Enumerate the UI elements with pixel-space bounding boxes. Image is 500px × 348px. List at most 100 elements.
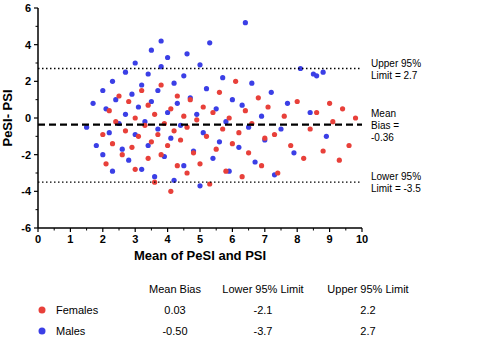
point [175, 93, 180, 98]
point [220, 126, 225, 131]
point [184, 170, 189, 175]
point [184, 51, 189, 56]
x-minor-tick [183, 228, 184, 231]
point [175, 101, 180, 106]
y-minor-tick [36, 99, 39, 100]
point [146, 103, 151, 108]
point [210, 156, 215, 161]
x-tick-label: 8 [294, 233, 300, 245]
reference-label: Lower 95% [371, 171, 421, 182]
y-minor-tick [36, 173, 39, 174]
reference-label: -0.36 [371, 132, 394, 143]
point [123, 70, 128, 75]
point [236, 130, 241, 135]
point [171, 81, 176, 86]
point [288, 143, 293, 148]
point [152, 174, 157, 179]
point [197, 161, 202, 166]
x-tick-label: 3 [132, 233, 138, 245]
point [90, 101, 95, 106]
point [133, 167, 138, 172]
point [159, 152, 164, 157]
table-header: Upper 95% Limit [327, 283, 408, 295]
point [262, 136, 267, 141]
point [321, 148, 326, 153]
reference-label: Upper 95% [371, 58, 421, 69]
x-tick-label: 2 [100, 233, 106, 245]
point [346, 143, 351, 148]
point [337, 158, 342, 163]
x-minor-tick [281, 228, 282, 231]
point [113, 119, 118, 124]
y-tick-label: 4 [25, 39, 32, 51]
point [100, 152, 105, 157]
point [256, 95, 261, 100]
x-tick [361, 228, 362, 232]
point [301, 156, 306, 161]
x-tick-label: 6 [229, 233, 235, 245]
point [269, 90, 274, 95]
point [136, 104, 141, 109]
point [110, 141, 115, 146]
point [278, 126, 283, 131]
point [110, 79, 115, 84]
point [285, 101, 290, 106]
plot-area [38, 20, 362, 194]
table-cell: -3.7 [254, 325, 273, 337]
point [314, 110, 319, 115]
point [171, 128, 176, 133]
point [201, 104, 206, 109]
point [168, 189, 173, 194]
point [295, 99, 300, 104]
point [353, 115, 358, 120]
point [259, 114, 264, 119]
point [327, 101, 332, 106]
point [246, 150, 251, 155]
point [139, 88, 144, 93]
point [155, 132, 160, 137]
point [194, 112, 199, 117]
point [181, 114, 186, 119]
table-cell: 0.03 [164, 304, 185, 316]
point [259, 163, 264, 168]
point [252, 159, 257, 164]
point [197, 62, 202, 67]
point [94, 143, 99, 148]
legend-marker [39, 328, 46, 335]
point [146, 156, 151, 161]
y-minor-tick [36, 136, 39, 137]
reference-line [38, 123, 362, 125]
y-tick [34, 191, 38, 192]
reference-label: Limit = -3.5 [371, 183, 421, 194]
point [181, 163, 186, 168]
x-tick-label: 4 [165, 233, 172, 245]
point [139, 167, 144, 172]
point [243, 20, 248, 25]
point [217, 139, 222, 144]
point [204, 86, 209, 91]
point [120, 147, 125, 152]
point [133, 60, 138, 65]
x-tick [167, 228, 168, 232]
reference-label: Limit = 2.7 [371, 70, 418, 81]
x-tick [199, 228, 200, 232]
point [100, 132, 105, 137]
y-tick-label: -4 [21, 185, 32, 197]
point [194, 117, 199, 122]
y-tick [34, 117, 38, 118]
point [129, 92, 134, 97]
point [123, 112, 128, 117]
point [100, 88, 105, 93]
x-tick-label: 9 [327, 233, 333, 245]
table-cell: -2.1 [254, 304, 273, 316]
reference-label: Bias = [371, 120, 399, 131]
point [265, 104, 270, 109]
point [191, 150, 196, 155]
point [240, 103, 245, 108]
point [168, 106, 173, 111]
x-tick [232, 228, 233, 232]
table-header: Mean Bias [149, 283, 201, 295]
point [165, 55, 170, 60]
point [136, 134, 141, 139]
x-tick-label: 7 [262, 233, 268, 245]
